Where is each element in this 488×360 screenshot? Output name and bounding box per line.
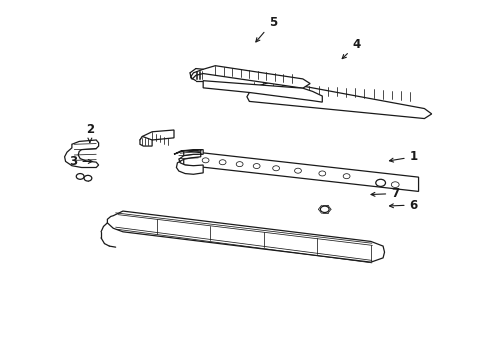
Polygon shape bbox=[246, 81, 431, 118]
Circle shape bbox=[272, 166, 279, 171]
Circle shape bbox=[318, 171, 325, 176]
Text: 1: 1 bbox=[388, 150, 417, 163]
Circle shape bbox=[375, 179, 385, 186]
Circle shape bbox=[236, 162, 243, 167]
Circle shape bbox=[84, 175, 92, 181]
Text: 7: 7 bbox=[370, 187, 399, 200]
Polygon shape bbox=[174, 150, 203, 174]
Polygon shape bbox=[107, 211, 384, 262]
Text: 3: 3 bbox=[69, 155, 92, 168]
Text: 5: 5 bbox=[255, 15, 276, 42]
Polygon shape bbox=[183, 151, 418, 192]
Polygon shape bbox=[203, 81, 322, 102]
Text: 2: 2 bbox=[85, 123, 94, 142]
Circle shape bbox=[343, 174, 349, 179]
Circle shape bbox=[219, 160, 225, 165]
Polygon shape bbox=[191, 66, 309, 88]
Text: 4: 4 bbox=[342, 39, 360, 59]
Circle shape bbox=[320, 206, 328, 212]
Text: 6: 6 bbox=[389, 198, 417, 212]
Polygon shape bbox=[140, 136, 152, 146]
Circle shape bbox=[76, 174, 84, 179]
Circle shape bbox=[390, 182, 398, 188]
Circle shape bbox=[253, 163, 260, 168]
Circle shape bbox=[202, 158, 208, 163]
Polygon shape bbox=[64, 140, 99, 167]
Circle shape bbox=[294, 168, 301, 173]
Polygon shape bbox=[140, 130, 174, 143]
